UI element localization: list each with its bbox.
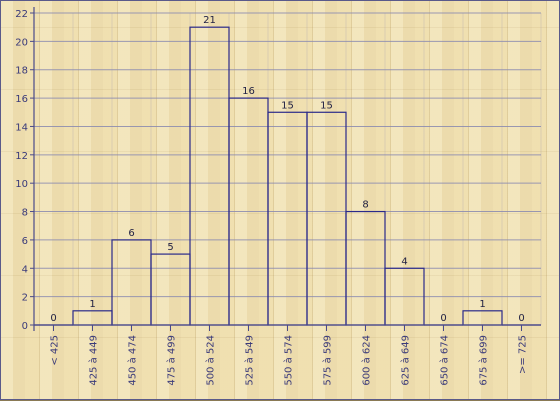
bar-5 bbox=[228, 97, 269, 326]
x-tick-label-6: 550 à 574 bbox=[283, 335, 295, 386]
x-tick-label-12: >= 725 bbox=[518, 335, 529, 374]
x-tick-label-5: 525 à 549 bbox=[244, 335, 256, 386]
x-tick-label-8: 600 à 624 bbox=[361, 335, 373, 386]
y-tick-label-14: 14 bbox=[15, 122, 28, 133]
y-tick-label-4: 4 bbox=[22, 264, 28, 275]
data-label-2: 6 bbox=[128, 228, 134, 239]
x-tick-label-9: 625 à 649 bbox=[400, 335, 412, 386]
x-tick-label-2: 450 à 474 bbox=[127, 335, 139, 386]
x-tick-label-0: < 425 bbox=[50, 335, 61, 366]
y-tick-label-22: 22 bbox=[15, 9, 28, 20]
x-tick-label-1: 425 à 449 bbox=[88, 335, 100, 386]
data-label-11: 1 bbox=[479, 299, 485, 310]
y-tick-label-10: 10 bbox=[15, 179, 28, 190]
bars bbox=[34, 26, 541, 326]
y-tick-label-20: 20 bbox=[15, 37, 28, 48]
data-label-0: 0 bbox=[50, 313, 56, 324]
bar-2 bbox=[111, 239, 152, 326]
x-tick-label-7: 575 à 599 bbox=[322, 335, 334, 386]
bar-7 bbox=[306, 111, 347, 326]
y-tick-label-2: 2 bbox=[22, 293, 28, 304]
y-tick-label-12: 12 bbox=[15, 151, 28, 162]
data-label-5: 16 bbox=[242, 86, 255, 97]
y-tick-label-16: 16 bbox=[15, 94, 28, 105]
bar-1 bbox=[72, 310, 113, 326]
bar-9 bbox=[384, 267, 425, 326]
data-label-3: 5 bbox=[167, 242, 173, 253]
bar-11 bbox=[462, 310, 503, 326]
data-label-1: 1 bbox=[89, 299, 95, 310]
data-label-6: 15 bbox=[281, 100, 294, 111]
data-label-10: 0 bbox=[440, 313, 446, 324]
data-label-8: 8 bbox=[362, 200, 368, 211]
axes bbox=[30, 7, 541, 331]
x-tick-label-10: 650 à 674 bbox=[439, 335, 451, 386]
y-tick-label-8: 8 bbox=[22, 208, 28, 219]
x-tick-label-11: 675 à 699 bbox=[478, 335, 490, 386]
data-label-9: 4 bbox=[401, 256, 407, 267]
bar-8 bbox=[345, 210, 386, 326]
bar-4 bbox=[189, 26, 230, 326]
data-label-7: 15 bbox=[320, 100, 333, 111]
data-label-12: 0 bbox=[518, 313, 524, 324]
y-tick-label-6: 6 bbox=[22, 236, 28, 247]
bar-6 bbox=[267, 111, 308, 326]
y-tick-label-0: 0 bbox=[22, 321, 28, 332]
data-label-4: 21 bbox=[203, 15, 216, 26]
x-tick-label-4: 500 à 524 bbox=[205, 335, 217, 386]
y-tick-label-18: 18 bbox=[15, 66, 28, 77]
bar-3 bbox=[150, 253, 191, 326]
x-tick-label-3: 475 à 499 bbox=[166, 335, 178, 386]
